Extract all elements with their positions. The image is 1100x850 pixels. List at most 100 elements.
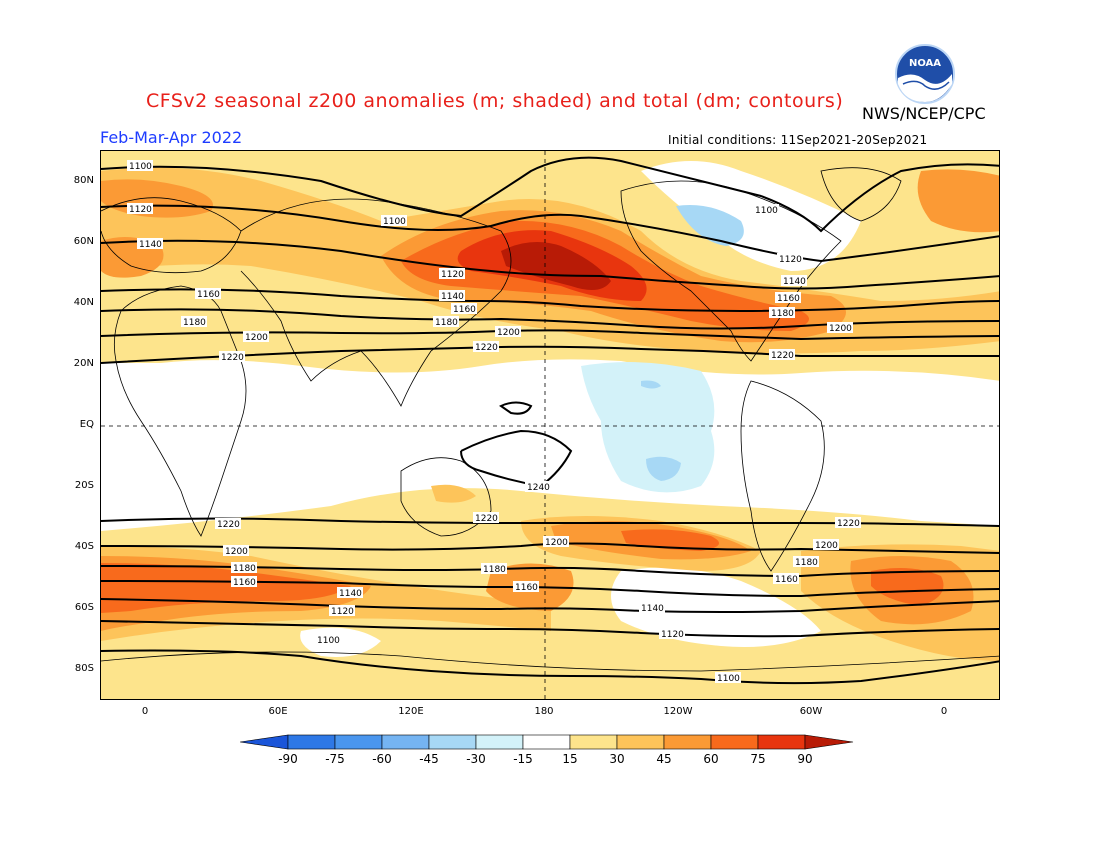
anomaly-shade-30c [917,169,999,233]
contour-label: 1200 [497,328,520,338]
colorbar-arrow-low [240,734,289,750]
contour-label: 1120 [779,255,802,265]
contour-label: 1160 [777,294,800,304]
contour-label: 1140 [441,292,464,302]
colorbar-tick-label: -15 [513,752,533,766]
colorbar-tick-label: 30 [609,752,625,766]
initial-conditions: Initial conditions: 11Sep2021-20Sep2021 [668,133,928,147]
contour-label: 1160 [197,290,220,300]
lat-label: 80N [73,175,94,186]
logo-text: NOAA [909,58,941,69]
colorbar-tick-label: 90 [797,752,813,766]
contour-label: 1200 [245,333,268,343]
contour-label: 1180 [795,558,818,568]
lon-label: 120E [398,706,424,717]
colorbar-segment [334,734,383,750]
contour-label: 1100 [317,636,340,646]
colorbar-segment [757,734,806,750]
contour-label: 1120 [661,630,684,640]
anomaly-map: 1100 1120 1140 1160 1180 1200 1220 1100 … [101,151,999,699]
anomaly-tropical-neg30 [646,456,681,481]
lat-label: 80S [74,663,94,674]
anomaly-shade-s60c [871,567,944,606]
contour-label: 1160 [775,575,798,585]
contour-label: 1180 [183,318,206,328]
contour-label: 1180 [233,564,256,574]
lat-label: 20S [74,480,94,491]
anomaly-shade-90 [501,242,611,290]
colorbar-tick-label: 15 [562,752,578,766]
contour-label: 1180 [771,309,794,319]
contour-label: 1100 [383,217,406,227]
contour-label: 1220 [217,520,240,530]
lat-label: EQ [79,419,94,430]
agency-label: NWS/NCEP/CPC [862,104,986,123]
colorbar-segment [569,734,618,750]
colorbar-segment [616,734,665,750]
contour-label: 1140 [641,604,664,614]
lon-label: 60W [799,706,823,717]
contour-label: 1180 [435,318,458,328]
colorbar-tick-label: -45 [419,752,439,766]
colorbar-tick-label: -75 [325,752,345,766]
contour-label: 1220 [771,351,794,361]
contour-label: 1200 [815,541,838,551]
colorbar-tick-label: -30 [466,752,486,766]
contour-labels: 1100 1120 1140 1160 1180 1200 1220 1100 … [127,160,861,684]
colorbar-segment [663,734,712,750]
anomaly-shade-zero [641,161,861,271]
lat-label: 40S [74,541,94,552]
figure-title: CFSv2 seasonal z200 anomalies (m; shaded… [146,90,844,112]
contour-label: 1120 [331,607,354,617]
colorbar-segment [428,734,477,750]
contour-label: 1240 [527,483,550,493]
contour-label: 1200 [829,324,852,334]
contour-label: 1100 [717,674,740,684]
colorbar-arrow-high [804,734,854,750]
anomaly-tropical-neg15 [581,362,715,493]
anomaly-shade-s30d [431,484,476,503]
contour-label: 1120 [129,205,152,215]
colorbar [240,734,854,750]
colorbar-segment [522,734,571,750]
colorbar-segment [710,734,759,750]
contour-label: 1160 [515,583,538,593]
anomaly-tropical-neg30b [641,380,661,389]
lon-label: 60E [268,706,288,717]
lon-label: 0 [940,706,948,717]
lat-label: 40N [73,297,94,308]
contour-label: 1220 [475,514,498,524]
contour-label: 1220 [221,353,244,363]
lat-label: 60N [73,236,94,247]
anomaly-shade-neg15 [676,205,744,246]
forecast-period: Feb-Mar-Apr 2022 [100,128,243,147]
lon-label: 180 [534,706,554,717]
colorbar-segment [475,734,524,750]
colorbar-tick-label: 45 [656,752,672,766]
colorbar-segment [381,734,430,750]
contour-label: 1100 [755,206,778,216]
contour-label: 1140 [783,277,806,287]
contour-label: 1220 [837,519,860,529]
contour-label: 1200 [545,538,568,548]
lat-label: 20N [73,358,94,369]
lon-label: 120W [663,706,693,717]
anomaly-south-zero [611,567,821,647]
lat-label: 60S [74,602,94,613]
noaa-logo-icon: NOAA [895,44,955,104]
contour-label: 1220 [475,343,498,353]
contour-label: 1140 [139,240,162,250]
contour-label: 1180 [483,565,506,575]
colorbar-tick-label: -90 [278,752,298,766]
contour-label: 1120 [441,270,464,280]
colorbar-tick-label: 60 [703,752,719,766]
lon-label: 0 [141,706,149,717]
colorbar-tick-label: 75 [750,752,766,766]
colorbar-tick-label: -60 [372,752,392,766]
colorbar-segment [287,734,336,750]
contour-label: 1100 [129,162,152,172]
contour-label: 1140 [339,589,362,599]
map-panel: 1100 1120 1140 1160 1180 1200 1220 1100 … [100,150,1000,700]
contour-label: 1160 [453,305,476,315]
contour-label: 1160 [233,578,256,588]
